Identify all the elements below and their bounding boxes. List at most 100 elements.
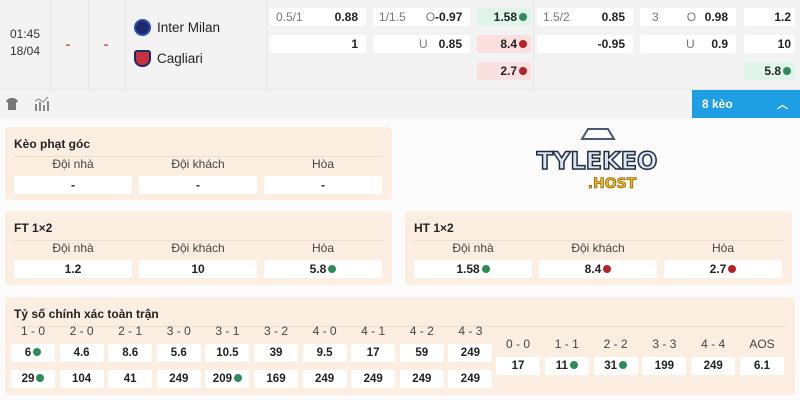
score-odds[interactable]: 249: [399, 370, 444, 388]
arrow-up-icon: [328, 264, 337, 273]
inter-crest-icon: [134, 19, 151, 36]
corner-home-odds[interactable]: -: [14, 176, 132, 194]
more-odds-button[interactable]: 8 kèo ︿: [692, 90, 800, 118]
odds-value: 0.88: [334, 10, 358, 24]
home-team[interactable]: Inter Milan: [134, 19, 220, 36]
odds-value: 5.8: [764, 64, 781, 78]
hdp-ht-home[interactable]: 1.5/2 0.85: [537, 8, 633, 26]
draw-score-odds[interactable]: 6.1: [740, 357, 784, 375]
score-odds[interactable]: 5.6: [156, 344, 201, 362]
ht-away-odds[interactable]: 8.4: [539, 260, 657, 278]
corner-draw-odds[interactable]: -: [264, 176, 382, 194]
section-title: Tỷ số chính xác toàn trận: [14, 307, 159, 321]
arrow-down-icon: [519, 66, 527, 75]
draw-score-odds[interactable]: 199: [642, 357, 687, 375]
score-odds[interactable]: 8.6: [108, 344, 153, 362]
draw-score-odds[interactable]: 31: [593, 357, 638, 375]
odds-value: 1.58: [493, 10, 517, 24]
ft-away-odds[interactable]: 10: [139, 260, 257, 278]
svg-text:.HOST: .HOST: [588, 176, 637, 192]
arrow-down-icon: [728, 264, 737, 273]
arrow-up-icon: [33, 347, 42, 356]
section-title: FT 1×2: [14, 221, 53, 235]
corner-away-odds[interactable]: -: [139, 176, 257, 194]
score-odds[interactable]: 249: [302, 370, 347, 388]
hdp-ht-away[interactable]: -0.95: [537, 35, 633, 53]
divider: [88, 0, 89, 89]
ht-home-odds[interactable]: 1.58: [414, 260, 532, 278]
draw-score-odds[interactable]: 249: [691, 357, 736, 375]
arrow-up-icon: [618, 360, 627, 369]
away-score: -: [103, 36, 109, 52]
ft-home[interactable]: 1.2: [744, 8, 795, 26]
draw-score-label: 1 - 1: [554, 337, 579, 351]
ou-ft-under[interactable]: U 0.85: [373, 35, 470, 53]
score-odds[interactable]: 6: [11, 344, 55, 362]
score-odds[interactable]: 10.5: [205, 344, 250, 362]
arrow-up-icon: [783, 66, 791, 75]
draw-label: Hòa: [311, 241, 334, 255]
away-team[interactable]: Cagliari: [134, 50, 203, 67]
ft-draw-odds[interactable]: 5.8: [264, 260, 382, 278]
odds-value: 0.85: [438, 37, 462, 51]
ft-home-odds[interactable]: 1.2: [14, 260, 132, 278]
score-odds[interactable]: 169: [254, 370, 298, 388]
odds-value: 1.58: [456, 262, 480, 276]
x12-away[interactable]: 8.4: [477, 35, 531, 53]
score-label: 4 - 1: [361, 324, 386, 338]
odds-value: 2.7: [709, 262, 727, 276]
home-label: Đội nhà: [52, 241, 94, 255]
ou-ht-over[interactable]: 3 O 0.98: [640, 8, 736, 26]
draw-score-odds[interactable]: 17: [496, 357, 540, 375]
score-odds[interactable]: 29: [11, 370, 55, 388]
score-odds[interactable]: 249: [448, 370, 493, 388]
ht-1x2-section: HT 1×2 Đội nhà Đội khách Hòa 1.58 8.4 2.…: [405, 211, 792, 285]
ft-away[interactable]: 10: [744, 35, 795, 53]
divider: [533, 0, 534, 89]
score-odds[interactable]: 59: [399, 344, 444, 362]
arrow-up-icon: [36, 373, 45, 382]
over-label: O: [686, 10, 697, 24]
score-label: 2 - 1: [118, 324, 143, 338]
odds-value: 0.9: [711, 37, 728, 51]
home-team-name: Inter Milan: [157, 20, 221, 35]
x12-draw[interactable]: 2.7: [477, 62, 531, 80]
draw-score-label: AOS: [749, 337, 775, 351]
hdp-ft-home[interactable]: 0.5/1 0.88: [270, 8, 366, 26]
away-label: Đội khách: [171, 157, 225, 171]
score-odds[interactable]: 17: [351, 344, 396, 362]
score-odds[interactable]: 41: [108, 370, 153, 388]
ht-draw-odds[interactable]: 2.7: [664, 260, 782, 278]
arrow-up-icon: [519, 12, 527, 21]
score-odds[interactable]: 209: [205, 370, 250, 388]
draw-label: Hòa: [311, 157, 334, 171]
draw-score-label: 4 - 4: [701, 337, 726, 351]
ft-draw[interactable]: 5.8: [744, 62, 795, 80]
score-label: 4 - 3: [458, 324, 483, 338]
score-odds[interactable]: 249: [448, 344, 493, 362]
draw-score-odds[interactable]: 11: [544, 357, 589, 375]
stats-icon[interactable]: [34, 96, 50, 112]
arrow-down-icon: [519, 39, 527, 48]
score-odds[interactable]: 104: [59, 370, 104, 388]
home-score: -: [65, 36, 71, 52]
hdp-ft-away[interactable]: 1: [270, 35, 366, 53]
score-odds[interactable]: 39: [254, 344, 298, 362]
ou-ft-over[interactable]: 1/1.5 O -0.97: [373, 8, 470, 26]
chevron-up-icon: ︿: [777, 99, 788, 111]
score-label: 2 - 0: [69, 324, 94, 338]
draw-score-label: 0 - 0: [505, 337, 530, 351]
ou-ht-under[interactable]: U 0.9: [640, 35, 736, 53]
x12-home[interactable]: 1.58: [477, 8, 531, 26]
odds-value: 0.85: [601, 10, 625, 24]
score-odds[interactable]: 249: [156, 370, 201, 388]
shirt-icon[interactable]: [5, 97, 19, 111]
home-label: Đội nhà: [52, 157, 94, 171]
score-odds[interactable]: 249: [351, 370, 396, 388]
under-label: U: [686, 37, 695, 51]
score-odds[interactable]: 4.6: [59, 344, 104, 362]
score-odds[interactable]: 9.5: [302, 344, 347, 362]
kickoff-time: 01:45: [9, 27, 41, 41]
score-label: 4 - 0: [312, 324, 337, 338]
odds-value: 1.2: [774, 10, 791, 24]
